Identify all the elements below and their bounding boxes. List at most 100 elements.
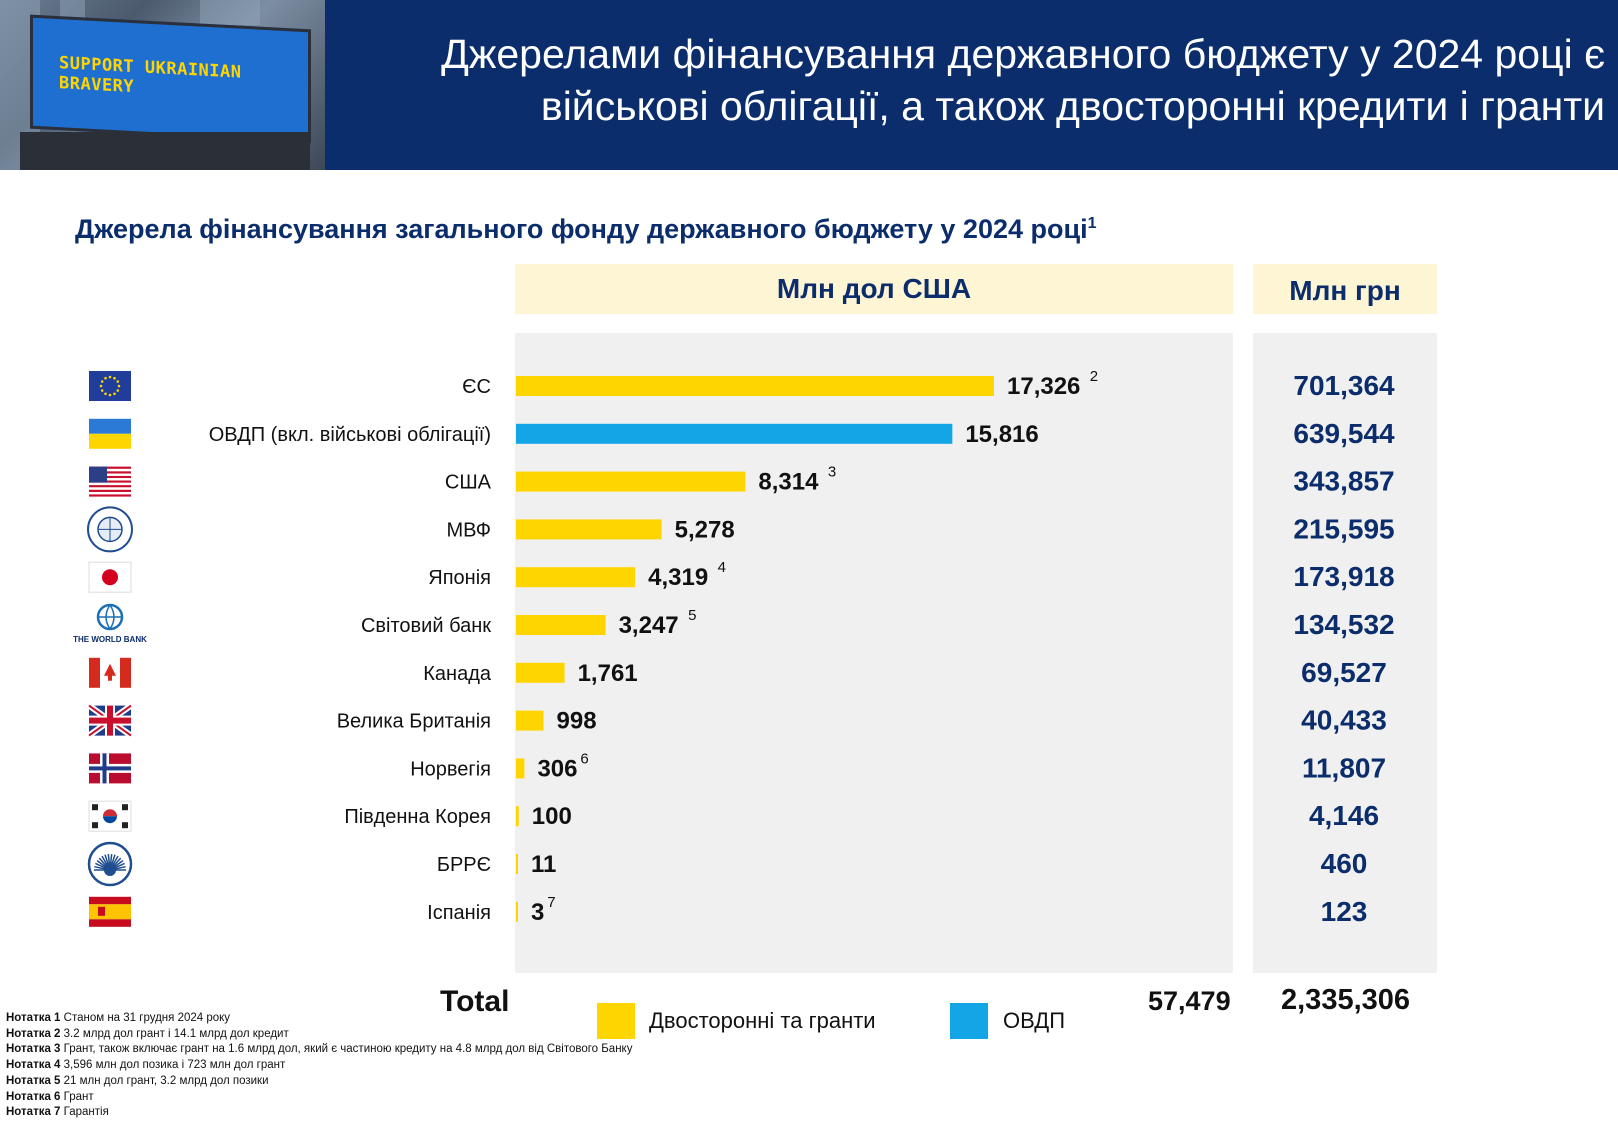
bar-chart: ЄС 17,326 2 701,364 ОВДП (вкл. військові обл… [73,368,1395,927]
norway-flag-icon [89,753,131,784]
uah-value: 134,532 [1293,609,1394,640]
footnote-text: Грант, також включає грант на 1.6 млрд д… [60,1043,633,1056]
legend-ovdp-label: ОВДП [1003,1008,1066,1033]
world-bank-caption: THE WORLD BANK [73,635,147,644]
category-label: Іспанія [427,902,491,924]
bar [516,615,606,635]
footnote-text: Станом на 31 грудня 2024 року [60,1012,231,1024]
uah-value: 215,595 [1293,513,1394,544]
total-uah-value: 2,335,306 [1281,984,1411,1016]
title-line-2: військові облігації, а також двосторонні… [540,83,1605,129]
bar [516,854,518,874]
billboard-base [20,132,310,170]
footnote-text: 3,596 млн дол позика і 723 млн дол грант [60,1059,286,1072]
category-label: Південна Корея [344,806,491,828]
value-label: 8,314 [758,469,819,496]
total-label: Total [440,985,510,1018]
ukraine-flag-icon [89,418,131,449]
footnote-text: Гарантія [60,1106,109,1119]
uah-value: 11,807 [1302,752,1386,783]
footnote-label: Нотатка 7 [6,1106,61,1119]
bar [516,376,994,396]
ebrd-logo-icon [87,841,133,887]
bar [516,567,636,588]
note-mark: 4 [718,559,726,576]
footnote-4: Нотатка 4 3,596 млн дол позика і 723 млн… [6,1058,632,1074]
legend-bilateral-label: Двосторонні та гранти [649,1008,876,1033]
uah-value: 40,433 [1301,705,1387,736]
note-mark: 2 [1090,368,1098,385]
uah-value: 69,527 [1301,657,1387,688]
uah-value: 701,364 [1293,370,1395,401]
usd-column-header: Млн дол США [515,264,1233,314]
category-label: МВФ [446,519,491,541]
value-label: 17,326 [1007,373,1080,400]
value-label: 1,761 [578,660,638,687]
uah-value: 343,857 [1293,466,1394,497]
bar [516,710,544,731]
value-label: 100 [532,803,572,830]
footnote-label: Нотатка 3 [6,1043,61,1056]
category-label: Японія [428,567,491,589]
category-label: Світовий банк [361,615,491,637]
note-mark: 5 [688,607,696,624]
bar [516,471,746,492]
bar [516,758,525,779]
page-title: Джерелами фінансування державного бюджет… [360,28,1605,132]
footnote-5: Нотатка 5 21 млн дол грант, 3.2 млрд дол… [6,1074,632,1090]
legend-ovdp-swatch [950,1003,988,1039]
footnote-text: Грант [60,1090,94,1103]
value-label: 11 [531,851,556,878]
footnote-7: Нотатка 7 Гарантія [6,1105,632,1121]
category-label: БРРЄ [437,854,491,876]
eu-flag-icon [89,371,131,401]
footnotes: Нотатка 1 Станом на 31 грудня 2024 року Н… [6,1011,632,1121]
south-korea-flag-icon [88,800,132,832]
footnote-text: 21 млн дол грант, 3.2 млрд дол позики [60,1074,269,1087]
subtitle-note-mark: 1 [1087,215,1097,232]
value-label: 306 [537,755,577,782]
header-banner: SUPPORT UKRAINIAN BRAVERY Джерелами фіна… [0,0,1618,170]
usa-flag-icon [89,466,131,497]
bar [516,423,953,444]
total-usd-value: 57,479 [1148,986,1231,1016]
chart-subtitle: Джерела фінансування загального фонду де… [75,214,1097,245]
subtitle-text: Джерела фінансування загального фонду де… [75,214,1088,244]
footnote-label: Нотатка 5 [6,1074,61,1087]
uah-value: 639,544 [1293,418,1395,449]
canada-flag-icon [89,657,131,688]
uah-value: 173,918 [1293,561,1394,592]
footnote-text: 3.2 млрд дол грант і 14.1 млрд дол креди… [60,1027,289,1040]
bar [516,519,662,540]
value-label: 3 [531,899,544,926]
uah-value: 460 [1321,848,1368,879]
category-label: ЄС [462,376,491,398]
title-line-1: Джерелами фінансування державного бюджет… [441,31,1605,77]
japan-flag-icon [88,561,132,593]
imf-logo-icon [87,506,133,553]
category-label: Велика Британія [337,711,491,733]
billboard-photo: SUPPORT UKRAINIAN BRAVERY [0,0,325,170]
world-bank-logo-icon: THE WORLD BANK [73,603,147,644]
uah-value: 123 [1321,896,1368,927]
value-label: 5,278 [675,516,735,543]
category-label: ОВДП (вкл. військові облігації) [209,424,491,446]
bar [516,662,565,683]
footnote-label: Нотатка 1 [6,1012,61,1024]
uah-column-header: Млн грн [1253,264,1437,314]
note-mark: 6 [580,750,588,767]
category-label: Норвегія [410,758,491,780]
uk-flag-icon [87,703,133,739]
bar [516,806,519,827]
footnote-label: Нотатка 6 [6,1090,61,1103]
note-mark: 7 [547,894,555,911]
uah-value: 4,146 [1309,800,1379,831]
bar [516,901,518,922]
footnote-6: Нотатка 6 Грант [6,1090,632,1106]
note-mark: 3 [828,464,836,481]
footnote-label: Нотатка 4 [6,1059,61,1072]
spain-flag-icon [89,896,131,927]
uah-panel [1253,333,1437,973]
value-label: 4,319 [648,564,708,591]
legend-bilateral-swatch [597,1003,635,1039]
